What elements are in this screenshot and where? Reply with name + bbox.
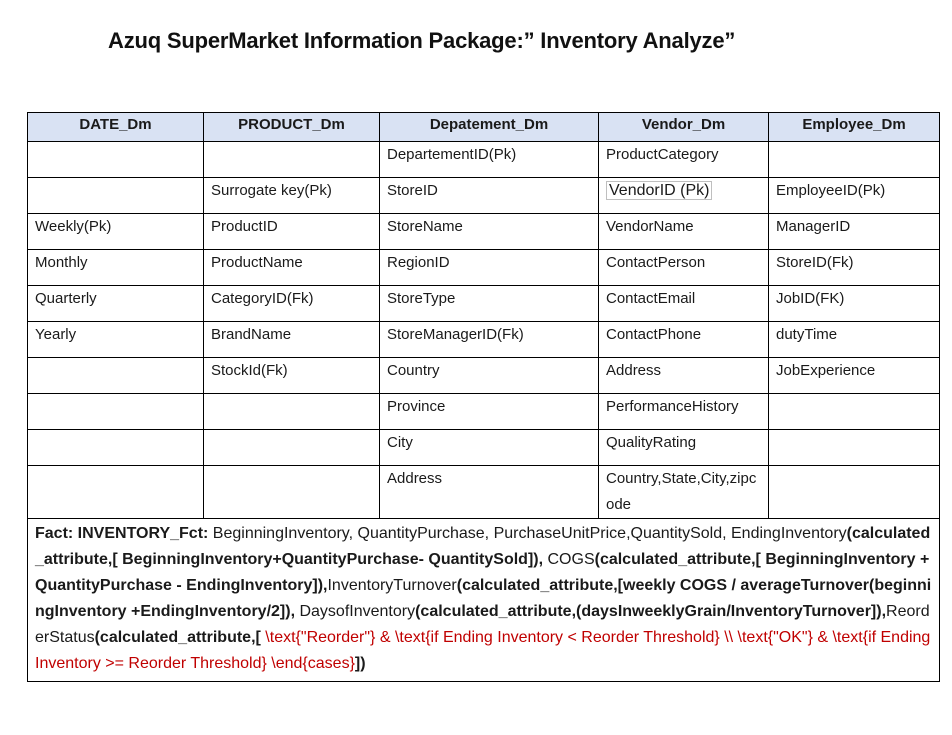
- fact-text-bold: (calculated_attribute,[ BeginningInvento…: [35, 525, 931, 568]
- table-cell: City: [379, 429, 599, 466]
- page-title: Azuq SuperMarket Information Package:” I…: [108, 28, 736, 53]
- table-cell: StoreID(Fk): [768, 249, 940, 286]
- table-row: Surrogate key(Pk) StoreID VendorID (Pk) …: [27, 177, 940, 214]
- table-cell: ContactPerson: [598, 249, 769, 286]
- header-product-dm: PRODUCT_Dm: [203, 112, 380, 142]
- table-cell: dutyTime: [768, 321, 940, 358]
- table-cell: Address: [598, 357, 769, 394]
- table-cell: ProductCategory: [598, 141, 769, 178]
- table-cell: BrandName: [203, 321, 380, 358]
- fact-description: Fact: INVENTORY_Fct: BeginningInventory,…: [27, 518, 940, 682]
- table-cell: Address: [379, 465, 599, 519]
- fact-text: InventoryTurnover: [327, 577, 457, 594]
- table-row: StockId(Fk) Country Address JobExperienc…: [27, 357, 940, 394]
- table-cell: Country,State,City,zipcode: [598, 465, 769, 519]
- table-cell: [768, 393, 940, 430]
- table-row: DepartementID(Pk) ProductCategory: [27, 141, 940, 178]
- table-cell: EmployeeID(Pk): [768, 177, 940, 214]
- fact-text-bold: (calculated_attribute,[: [94, 629, 261, 646]
- fact-text-bold: ]): [354, 655, 366, 672]
- table-cell: ProductName: [203, 249, 380, 286]
- header-vendor-dm: Vendor_Dm: [598, 112, 769, 142]
- table-cell: [203, 393, 380, 430]
- table-cell: StoreName: [379, 213, 599, 250]
- information-package-table: DATE_Dm PRODUCT_Dm Depatement_Dm Vendor_…: [27, 112, 940, 682]
- table-cell: JobID(FK): [768, 285, 940, 322]
- table-cell: Yearly: [27, 321, 204, 358]
- table-cell: Surrogate key(Pk): [203, 177, 380, 214]
- table-cell: [27, 429, 204, 466]
- fact-text: COGS: [543, 551, 595, 568]
- table-cell: Weekly(Pk): [27, 213, 204, 250]
- table-cell: ContactEmail: [598, 285, 769, 322]
- table-cell: [203, 465, 380, 519]
- fact-latex-text: \text{"Reorder"} & \text{if Ending Inven…: [35, 629, 931, 672]
- table-cell: [768, 465, 940, 519]
- table-cell: Monthly: [27, 249, 204, 286]
- fact-label: Fact: INVENTORY_Fct:: [35, 525, 209, 542]
- table-cell: PerformanceHistory: [598, 393, 769, 430]
- header-row: DATE_Dm PRODUCT_Dm Depatement_Dm Vendor_…: [27, 112, 940, 142]
- table-cell: ContactPhone: [598, 321, 769, 358]
- table-row: Quarterly CategoryID(Fk) StoreType Conta…: [27, 285, 940, 322]
- fact-text-bold: (calculated_attribute,[ BeginningInvento…: [35, 551, 930, 594]
- table-cell: VendorName: [598, 213, 769, 250]
- table-cell: [27, 393, 204, 430]
- table-cell: [27, 357, 204, 394]
- table-cell: [27, 465, 204, 519]
- table-cell: ManagerID: [768, 213, 940, 250]
- table-cell: QualityRating: [598, 429, 769, 466]
- table-cell: StockId(Fk): [203, 357, 380, 394]
- fact-text: ReorderStatus: [35, 603, 930, 646]
- table-cell: CategoryID(Fk): [203, 285, 380, 322]
- table-cell: Country: [379, 357, 599, 394]
- table-cell: [27, 177, 204, 214]
- vendor-id-text: VendorID (Pk): [606, 181, 713, 200]
- table-row: City QualityRating: [27, 429, 940, 466]
- fact-text: DaysofInventory: [295, 603, 416, 620]
- table-cell: [203, 141, 380, 178]
- table-cell: Quarterly: [27, 285, 204, 322]
- table-row: Province PerformanceHistory: [27, 393, 940, 430]
- table-row: Monthly ProductName RegionID ContactPers…: [27, 249, 940, 286]
- table-cell: Province: [379, 393, 599, 430]
- table-cell: StoreType: [379, 285, 599, 322]
- table-cell: [27, 141, 204, 178]
- table-cell: RegionID: [379, 249, 599, 286]
- table-cell: StoreManagerID(Fk): [379, 321, 599, 358]
- table-row: Address Country,State,City,zipcode: [27, 465, 940, 519]
- table-row: Yearly BrandName StoreManagerID(Fk) Cont…: [27, 321, 940, 358]
- table-cell: DepartementID(Pk): [379, 141, 599, 178]
- header-employee-dm: Employee_Dm: [768, 112, 940, 142]
- table-cell: ProductID: [203, 213, 380, 250]
- header-department-dm: Depatement_Dm: [379, 112, 599, 142]
- table-cell: VendorID (Pk): [598, 177, 769, 214]
- table-cell: [768, 141, 940, 178]
- table-cell: StoreID: [379, 177, 599, 214]
- table-cell: [768, 429, 940, 466]
- table-row: Weekly(Pk) ProductID StoreName VendorNam…: [27, 213, 940, 250]
- fact-text-bold: (calculated_attribute,[weekly COGS / ave…: [35, 577, 932, 620]
- table-cell: JobExperience: [768, 357, 940, 394]
- table-cell: [203, 429, 380, 466]
- fact-row: Fact: INVENTORY_Fct: BeginningInventory,…: [27, 518, 940, 682]
- fact-text-bold: (calculated_attribute,(daysInweeklyGrain…: [415, 603, 887, 620]
- fact-text: BeginningInventory, QuantityPurchase, Pu…: [208, 525, 847, 542]
- header-date-dm: DATE_Dm: [27, 112, 204, 142]
